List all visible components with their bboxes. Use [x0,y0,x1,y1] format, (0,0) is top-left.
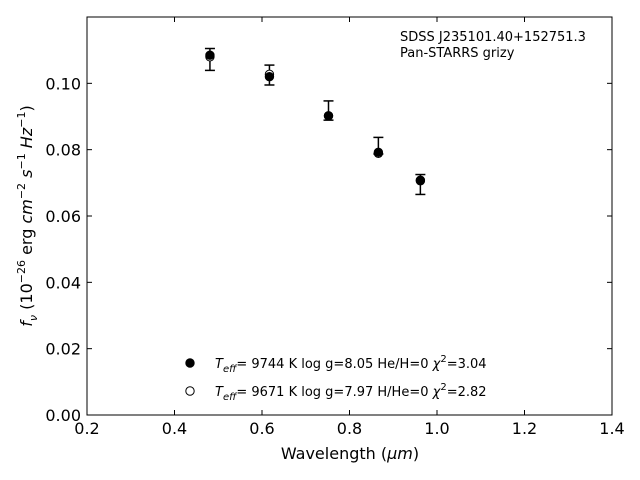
y-tick-label: 0.04 [45,273,81,292]
y-tick-label: 0.10 [45,74,81,93]
y-tick-label: 0.06 [45,207,81,226]
legend-marker [185,358,195,368]
x-tick-label: 0.4 [162,419,187,438]
legend-entry: Teff= 9744 K log g=8.05 He/H=0 χ2=3.04 [215,354,487,375]
y-axis-ticks: 0.00 0.02 0.04 0.06 0.08 0.10 [45,74,612,425]
x-tick-label: 0.2 [74,419,99,438]
x-tick-label: 1.4 [599,419,624,438]
x-axis-ticks: 0.2 0.4 0.6 0.8 1.0 1.2 1.4 [74,17,625,438]
model-point-filled [373,147,384,158]
data-marks [204,47,426,196]
x-tick-label: 1.0 [424,419,449,438]
legend-marker [185,386,195,396]
x-tick-label: 0.6 [249,419,274,438]
legend: Teff= 9744 K log g=8.05 He/H=0 χ2=3.04 Te… [185,354,487,403]
y-tick-label: 0.02 [45,340,81,359]
x-tick-label: 0.8 [337,419,362,438]
y-tick-label: 0.08 [45,141,81,160]
model-point-filled [205,50,215,60]
annotation-object-name: SDSS J235101.40+152751.3 [400,30,586,45]
x-tick-label: 1.2 [512,419,537,438]
y-tick-label: 0.00 [45,406,81,425]
model-point-filled [415,175,426,185]
model-point-filled [264,72,275,82]
x-axis-label: Wavelength (μm) [281,444,419,463]
legend-entry: Teff= 9671 K log g=7.97 H/He=0 χ2=2.82 [215,382,487,403]
plot-area [86,16,613,416]
model-point-filled [323,111,334,121]
y-axis-label: fν (10−26 erg cm−2 s−1 Hz−1) [15,105,40,326]
annotation-survey-name: Pan-STARRS grizy [400,46,515,61]
